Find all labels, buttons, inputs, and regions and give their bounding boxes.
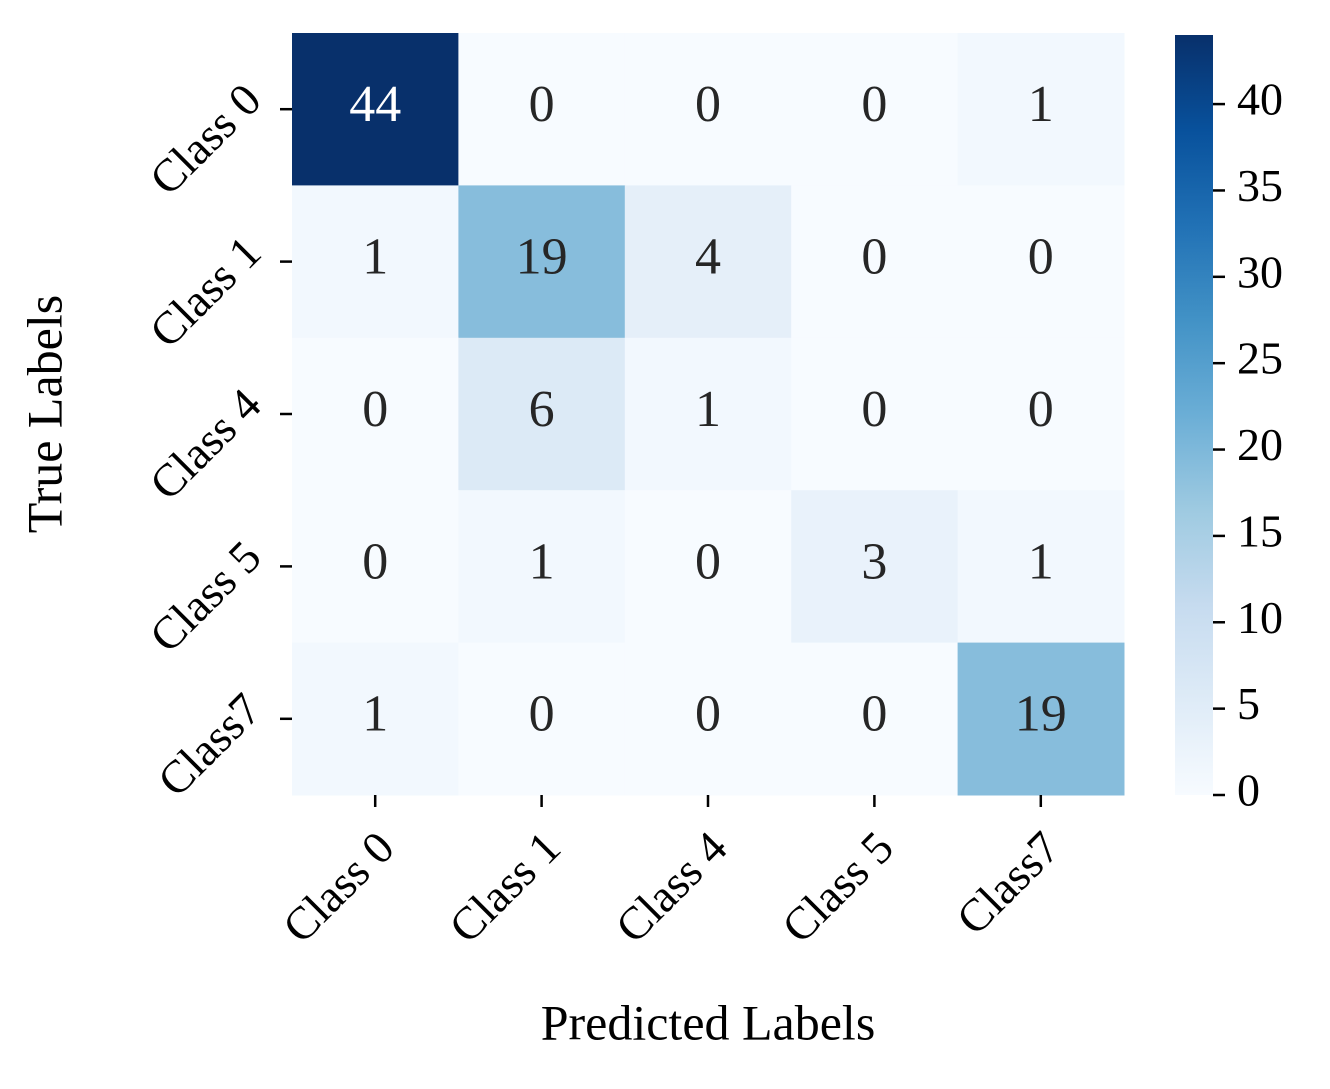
colorbar-tick-label: 0	[1237, 765, 1260, 816]
cell-label: 19	[516, 229, 568, 286]
cell-label: 19	[1015, 686, 1067, 743]
heatmap-cell	[624, 185, 792, 339]
y-tick-label: Class 4	[140, 378, 271, 509]
cell-label: 1	[1028, 533, 1054, 590]
heatmap-cell	[624, 490, 792, 644]
heatmap-cell	[458, 642, 626, 796]
cell-label: 0	[1028, 229, 1054, 286]
cell-label: 0	[695, 533, 721, 590]
colorbar-tick-label: 15	[1237, 505, 1283, 556]
y-tick-label: Class 5	[140, 531, 271, 662]
x-tick-label: Class7	[947, 821, 1070, 944]
heatmap-cell	[292, 642, 459, 796]
heatmap-cell	[624, 33, 792, 186]
cell-label: 0	[529, 686, 555, 743]
y-tick-label: Class7	[148, 683, 271, 806]
x-tick-label: Class 5	[772, 821, 903, 952]
cell-label: 0	[695, 76, 721, 133]
cell-label: 44	[349, 76, 401, 133]
heatmap-cell	[292, 490, 459, 644]
cell-label: 0	[861, 76, 887, 133]
cell-label: 4	[695, 229, 721, 286]
cell-label: 0	[861, 381, 887, 438]
heatmap-cell	[458, 33, 626, 186]
heatmap-cell	[957, 642, 1125, 796]
heatmap-cell	[957, 33, 1125, 186]
x-tick-label: Class 0	[273, 821, 404, 952]
cell-label: 3	[861, 533, 887, 590]
cell-label: 0	[362, 533, 388, 590]
heatmap-cell	[292, 33, 459, 186]
cell-label: 0	[861, 686, 887, 743]
heatmap-cell	[458, 337, 626, 491]
heatmap-cell	[957, 337, 1125, 491]
heatmap-cell	[458, 490, 626, 644]
colorbar	[1175, 35, 1213, 795]
heatmap-cell	[292, 337, 459, 491]
heatmap-cell	[957, 490, 1125, 644]
heatmap-cell	[957, 185, 1125, 339]
colorbar-tick-label: 20	[1237, 419, 1283, 470]
heatmap-cell	[292, 185, 459, 339]
heatmap-cell	[791, 490, 959, 644]
cell-label: 0	[529, 76, 555, 133]
cell-label: 1	[529, 533, 555, 590]
cell-label: 1	[1028, 76, 1054, 133]
cell-label: 0	[861, 229, 887, 286]
heatmap-cell	[458, 185, 626, 339]
heatmap-cell	[791, 185, 959, 339]
x-tick-label: Class 1	[439, 821, 570, 952]
heatmap-cell	[791, 337, 959, 491]
colorbar-tick-label: 35	[1237, 160, 1283, 211]
cell-label: 0	[362, 381, 388, 438]
cell-label: 6	[529, 381, 555, 438]
y-axis-label: True Labels	[16, 295, 72, 533]
heatmap-cell	[791, 33, 959, 186]
x-axis-label: Predicted Labels	[541, 994, 876, 1050]
colorbar-tick-label: 40	[1237, 74, 1283, 125]
heatmap-cell	[624, 337, 792, 491]
colorbar-tick-label: 5	[1237, 678, 1260, 729]
cell-label: 1	[362, 229, 388, 286]
heatmap-cell	[791, 642, 959, 796]
cell-label: 1	[695, 381, 721, 438]
colorbar-tick-label: 30	[1237, 246, 1283, 297]
cell-label: 0	[695, 686, 721, 743]
cell-label: 1	[362, 686, 388, 743]
y-tick-label: Class 1	[140, 226, 271, 357]
heatmap-cell	[624, 642, 792, 796]
colorbar-tick-label: 25	[1237, 333, 1283, 384]
x-tick-label: Class 4	[606, 821, 737, 952]
colorbar-tick-label: 10	[1237, 592, 1283, 643]
y-tick-label: Class 0	[140, 74, 271, 205]
cell-label: 0	[1028, 381, 1054, 438]
